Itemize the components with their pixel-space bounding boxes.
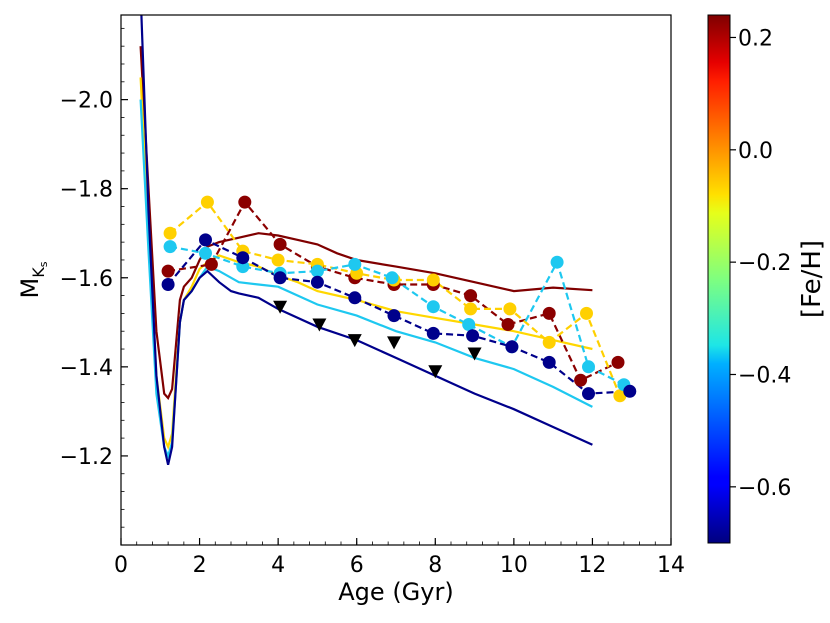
series-2-point — [385, 271, 399, 285]
colorbar-tick-label: −0.6 — [738, 476, 791, 501]
series-1-point — [542, 335, 556, 349]
triangle-marker — [428, 365, 443, 379]
series-2-point — [462, 318, 476, 331]
x-tick-label: 12 — [578, 553, 606, 578]
x-tick-label: 4 — [271, 553, 285, 578]
triangle-marker — [347, 334, 362, 348]
series-2-point — [582, 360, 595, 374]
colorbar-tick-label: −0.2 — [738, 251, 791, 276]
series-2-point — [550, 255, 564, 269]
series-3-point — [542, 355, 556, 369]
y-axis-label-base: M — [16, 278, 44, 299]
x-tick-label: 0 — [114, 553, 128, 578]
series-1-point — [163, 226, 177, 240]
plot-area — [139, 15, 637, 466]
series-2-point — [163, 240, 177, 254]
series-1-point — [271, 253, 285, 267]
series-2-point — [426, 300, 440, 314]
series-2-point — [348, 257, 362, 271]
series-1-point — [503, 302, 517, 316]
x-tick-label: 2 — [193, 553, 207, 578]
series-1-point — [464, 302, 478, 316]
x-axis-label: Age (Gyr) — [338, 578, 453, 606]
series-3-point — [387, 309, 401, 323]
series-3-point — [199, 233, 212, 247]
y-tick-label: −1.4 — [60, 356, 113, 381]
triangle-marker — [387, 336, 402, 350]
x-axis: 0 2 4 6 8 10 12 14 — [114, 538, 685, 578]
y-tick-label: −2.0 — [60, 89, 113, 114]
triangle-marker — [273, 300, 288, 314]
colorbar — [707, 14, 731, 544]
triangle-marker — [467, 347, 482, 361]
model-curve-0 — [139, 46, 593, 401]
series-1-point — [426, 273, 440, 287]
series-3-point — [426, 326, 440, 340]
y-axis-label: MKs — [16, 261, 50, 298]
series-0-point — [161, 264, 175, 278]
x-tick-label: 8 — [428, 553, 442, 578]
x-tick-label: 14 — [657, 553, 685, 578]
series-3-point — [466, 329, 480, 343]
series-1-point — [580, 306, 593, 320]
model-curve-2 — [139, 99, 593, 460]
y-axis-label-subsubscript: s — [37, 261, 50, 267]
series-0-point — [574, 373, 588, 387]
series-1-point — [200, 195, 214, 209]
y-tick-label: −1.6 — [60, 267, 113, 292]
series-3-point — [348, 291, 362, 305]
triangle-marker — [312, 318, 327, 332]
model-curve-3 — [140, 15, 593, 466]
series-0-point — [611, 355, 625, 369]
colorbar-tick-label: 0.0 — [738, 139, 773, 164]
colorbar-tick-label: −0.4 — [738, 363, 791, 388]
colorbar-label: [Fe/H] — [797, 240, 827, 318]
series-3-point — [236, 251, 250, 265]
model-curve-1 — [139, 77, 593, 451]
colorbar-tick-label: 0.2 — [738, 26, 773, 51]
x-tick-label: 10 — [500, 553, 528, 578]
series-3-point — [623, 384, 637, 398]
y-tick-label: −1.2 — [60, 445, 113, 470]
series-2-point — [236, 260, 250, 274]
x-tick-label: 6 — [350, 553, 364, 578]
y-tick-label: −1.8 — [60, 178, 113, 203]
series-3-point — [582, 387, 595, 401]
series-1-point — [613, 389, 627, 403]
series-0-point — [273, 237, 287, 251]
series-0-point — [501, 318, 515, 331]
plot-frame — [120, 14, 672, 546]
series-0-point — [542, 306, 556, 320]
series-3-point — [161, 278, 175, 291]
series-3-point — [310, 275, 324, 289]
series-2-point — [310, 264, 324, 278]
series-3-point — [505, 340, 519, 354]
series-line-0 — [167, 200, 619, 382]
colorbar-axis: 0.2 0.0 −0.2 −0.4 −0.6 — [730, 26, 791, 501]
series-3-point — [273, 271, 287, 285]
series-0-point — [204, 257, 218, 271]
y-axis: −1.2 −1.4 −1.6 −1.8 −2.0 — [60, 27, 128, 528]
series-0-point — [238, 195, 252, 209]
series-2-point — [199, 246, 212, 260]
series-0-point — [464, 289, 478, 303]
y-axis-label-subscript: K — [29, 267, 48, 278]
